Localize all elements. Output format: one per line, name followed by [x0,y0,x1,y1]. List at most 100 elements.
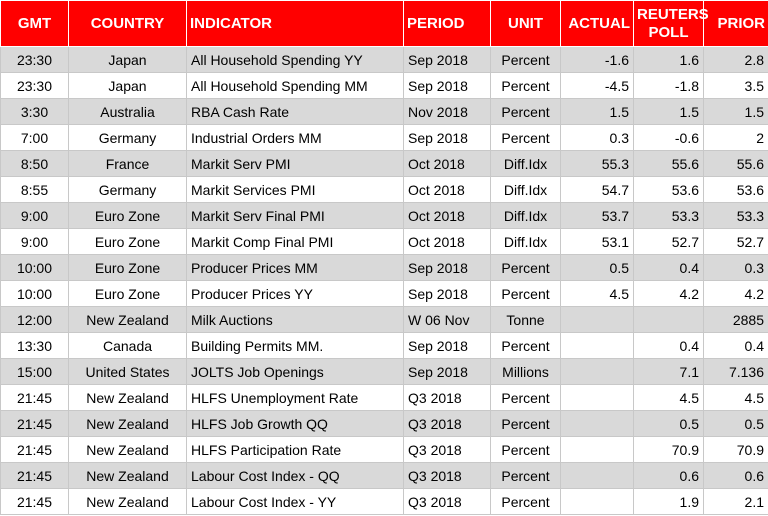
table-cell: New Zealand [68,306,187,333]
table-cell: Percent [490,462,561,489]
table-cell: 9:00 [0,202,69,229]
table-cell: 1.5 [560,98,634,125]
table-cell: Oct 2018 [403,150,491,177]
table-cell: 53.3 [633,202,704,229]
table-cell [560,306,634,333]
table-cell: Percent [490,332,561,359]
table-cell: 0.5 [633,410,704,437]
table-cell: Sep 2018 [403,358,491,385]
column-header: ACTUAL [560,0,634,47]
table-cell: 0.4 [633,254,704,281]
table-cell: Germany [68,124,187,151]
table-cell: Labour Cost Index - YY [186,488,404,515]
table-cell: 2885 [703,306,768,333]
table-cell: 10:00 [0,280,69,307]
table-cell: 10:00 [0,254,69,281]
table-cell: Percent [490,124,561,151]
table-cell: Q3 2018 [403,436,491,463]
table-cell [633,306,704,333]
table-cell: Q3 2018 [403,410,491,437]
table-cell: 7.1 [633,358,704,385]
table-cell: Producer Prices YY [186,280,404,307]
table-cell: New Zealand [68,410,187,437]
table-cell: HLFS Participation Rate [186,436,404,463]
table-cell: Percent [490,98,561,125]
table-cell [560,384,634,411]
column-header: INDICATOR [186,0,404,47]
table-cell: -1.6 [560,46,634,73]
table-cell: 23:30 [0,46,69,73]
table-cell: 15:00 [0,358,69,385]
column-header: UNIT [490,0,561,47]
table-cell: Euro Zone [68,228,187,255]
table-cell: Diff.Idx [490,202,561,229]
column-header: PERIOD [403,0,491,47]
table-cell: Markit Services PMI [186,176,404,203]
table-cell: W 06 Nov [403,306,491,333]
table-cell: 54.7 [560,176,634,203]
table-cell: 55.6 [703,150,768,177]
column-header: PRIOR [703,0,768,47]
table-cell: New Zealand [68,488,187,515]
column-header: REUTERS POLL [633,0,709,47]
table-cell [560,410,634,437]
table-cell: 70.9 [703,436,768,463]
table-cell: 53.1 [560,228,634,255]
table-cell: Sep 2018 [403,280,491,307]
table-cell: Oct 2018 [403,228,491,255]
table-cell: Producer Prices MM [186,254,404,281]
table-cell: 0.3 [703,254,768,281]
table-row: 23:30 Japan All Household Spending YY Sep 2… [0,46,768,73]
table-cell: Percent [490,488,561,515]
table-cell: 53.3 [703,202,768,229]
table-cell: HLFS Job Growth QQ [186,410,404,437]
table-cell: 13:30 [0,332,69,359]
table-cell: RBA Cash Rate [186,98,404,125]
table-cell: Japan [68,72,187,99]
table-cell: Q3 2018 [403,488,491,515]
table-cell: All Household Spending YY [186,46,404,73]
header-row: GMT COUNTRY INDICATOR PERIOD UNIT ACTUAL REUTE… [0,0,768,47]
table-cell: Q3 2018 [403,462,491,489]
table-cell: 53.6 [633,176,704,203]
table-cell: 4.2 [633,280,704,307]
table-cell: Sep 2018 [403,124,491,151]
table-cell: 4.5 [703,384,768,411]
table-row: 15:00 United States JOLTS Job Openings Sep … [0,358,768,385]
table-cell: Industrial Orders MM [186,124,404,151]
table-cell: Sep 2018 [403,72,491,99]
table-cell: Percent [490,384,561,411]
table-cell [560,488,634,515]
table-row: 21:45 New Zealand Labour Cost Index - QQ Q3… [0,462,768,489]
table-cell: Sep 2018 [403,254,491,281]
table-cell: 0.6 [633,462,704,489]
table-cell [560,358,634,385]
table-cell: All Household Spending MM [186,72,404,99]
table-cell: 0.5 [560,254,634,281]
table-row: 21:45 New Zealand Labour Cost Index - YY Q3… [0,488,768,515]
table-cell: -0.6 [633,124,704,151]
table-cell: 8:50 [0,150,69,177]
table-cell: 0.6 [703,462,768,489]
table-cell: Markit Serv PMI [186,150,404,177]
table-cell: 7:00 [0,124,69,151]
table-cell: -1.8 [633,72,704,99]
table-cell: 0.4 [703,332,768,359]
table-cell: 0.5 [703,410,768,437]
table-cell: 53.7 [560,202,634,229]
table-cell: 4.5 [633,384,704,411]
table-cell: Sep 2018 [403,332,491,359]
table-cell: 23:30 [0,72,69,99]
table-cell: Milk Auctions [186,306,404,333]
table-cell: Percent [490,72,561,99]
table-cell: Euro Zone [68,254,187,281]
table-cell [560,462,634,489]
table-cell: United States [68,358,187,385]
table-row: 10:00 Euro Zone Producer Prices YY Sep 2018… [0,280,768,307]
table-cell: Diff.Idx [490,228,561,255]
table-cell: 0.4 [633,332,704,359]
table-cell: Euro Zone [68,202,187,229]
table-cell: Labour Cost Index - QQ [186,462,404,489]
table-cell: 4.2 [703,280,768,307]
